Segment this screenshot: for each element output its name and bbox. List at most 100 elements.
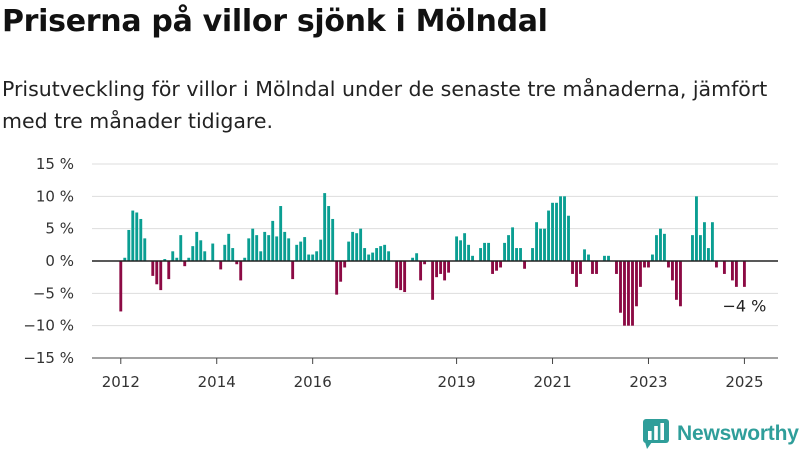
bar <box>167 261 171 280</box>
bar <box>467 244 471 261</box>
bar <box>235 261 239 265</box>
bar <box>710 222 714 261</box>
bar <box>399 261 403 291</box>
bar <box>734 261 738 287</box>
bar <box>619 261 622 313</box>
bar <box>335 261 339 295</box>
bar <box>463 233 467 261</box>
bar <box>431 261 435 300</box>
bar <box>435 261 439 278</box>
bar <box>279 206 283 261</box>
bar <box>299 241 303 261</box>
bar <box>571 261 574 274</box>
bar <box>183 261 187 267</box>
bar <box>651 254 654 261</box>
bar <box>247 238 251 261</box>
x-tick-label: 2021 <box>533 373 571 391</box>
bar <box>355 233 359 261</box>
bar <box>691 235 694 261</box>
bar <box>343 261 347 268</box>
bar <box>503 242 506 261</box>
bar <box>187 257 191 261</box>
x-tick-label: 2025 <box>725 373 763 391</box>
bar <box>387 251 391 261</box>
bar <box>698 235 702 261</box>
bar <box>127 229 131 261</box>
bar <box>395 261 399 289</box>
bar <box>531 248 534 261</box>
bar <box>595 261 598 274</box>
brand-name: Newsworthy <box>677 422 799 445</box>
x-tick-label: 2016 <box>294 373 332 391</box>
bar <box>587 254 590 261</box>
y-tick-label: 0 % <box>45 252 74 270</box>
bar <box>547 210 550 261</box>
bar <box>131 210 135 261</box>
bar <box>631 261 634 326</box>
bar <box>491 261 494 274</box>
bar <box>327 206 331 261</box>
bar <box>499 261 503 268</box>
bar <box>623 261 626 326</box>
bar <box>643 261 646 268</box>
bar <box>135 212 139 261</box>
chart-subtitle: Prisutveckling för villor i Mölndal unde… <box>2 77 768 133</box>
bar <box>251 228 255 261</box>
x-tick-label: 2014 <box>198 373 236 391</box>
bar <box>742 261 746 287</box>
bar <box>471 255 474 261</box>
newsworthy-brand: Newsworthy <box>643 419 799 449</box>
bar <box>443 261 447 281</box>
y-tick-label: −10 % <box>23 317 74 335</box>
bar <box>635 261 638 307</box>
bar <box>495 261 498 271</box>
bar <box>563 196 566 261</box>
bar <box>231 248 235 261</box>
bar <box>199 240 203 261</box>
bar <box>455 236 459 261</box>
bar <box>287 238 291 261</box>
bar <box>419 261 423 281</box>
bar <box>730 261 734 281</box>
bar <box>227 233 231 261</box>
y-tick-label: −5 % <box>33 284 74 302</box>
bar <box>659 228 662 261</box>
bar <box>679 261 682 307</box>
bar <box>667 261 670 268</box>
bar <box>603 255 606 261</box>
bar <box>559 196 562 261</box>
bar <box>511 227 515 261</box>
bar <box>439 261 443 274</box>
x-tick-label: 2019 <box>437 373 475 391</box>
bar <box>351 231 355 261</box>
bar <box>375 248 379 261</box>
bar <box>155 261 159 285</box>
bar <box>567 215 570 261</box>
bar <box>383 244 387 261</box>
bar <box>379 246 383 261</box>
bar <box>223 244 227 261</box>
bar <box>371 252 375 261</box>
bar <box>271 220 275 261</box>
bar <box>583 249 586 261</box>
bar <box>479 248 483 261</box>
bar <box>339 261 343 282</box>
bar-chart-logo-icon <box>643 419 669 449</box>
bar <box>423 261 427 265</box>
bar <box>411 257 415 261</box>
bar <box>363 248 367 261</box>
bar <box>323 193 327 261</box>
bar <box>203 251 207 261</box>
bar <box>703 222 706 261</box>
bar <box>675 261 678 300</box>
y-tick-label: 15 % <box>36 155 74 173</box>
bar <box>403 261 407 293</box>
bar <box>459 240 463 261</box>
bar <box>671 261 674 281</box>
bar <box>535 222 538 261</box>
bar <box>239 261 243 281</box>
y-tick-label: 5 % <box>45 220 74 238</box>
bar <box>171 251 175 261</box>
bar <box>291 261 295 280</box>
